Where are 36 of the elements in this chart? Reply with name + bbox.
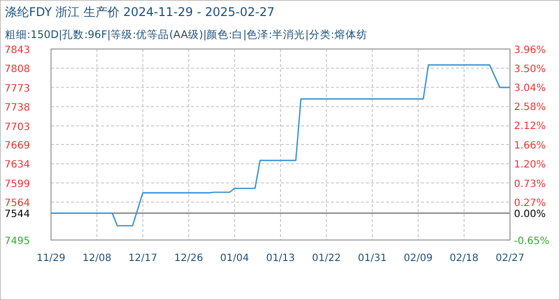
x-tick-label: 12/17	[128, 253, 158, 264]
y-tick-label: 7738	[4, 102, 30, 114]
y2-tick-label: 3.04%	[514, 83, 546, 94]
x-tick-label: 02/09	[404, 253, 433, 264]
y2-tick-label: 0.73%	[514, 178, 546, 190]
y-tick-label: 7773	[4, 83, 30, 94]
x-tick-label: 02/27	[496, 253, 524, 264]
y2-tick-label: 0.00%	[514, 209, 546, 220]
y-tick-label: 7564	[4, 198, 30, 210]
y2-tick-label: 3.96%	[514, 45, 546, 56]
x-tick-label: 01/31	[358, 253, 387, 264]
y2-tick-label: 0.27%	[514, 198, 546, 209]
y-tick-label: 7544	[4, 209, 30, 220]
y-tick-label: 7495	[4, 236, 30, 247]
y2-tick-label: 3.50%	[514, 64, 546, 76]
y2-tick-label: -0.65%	[514, 236, 550, 247]
y2-tick-label: 1.66%	[514, 140, 546, 152]
y-tick-label: 7703	[4, 122, 30, 133]
x-tick-label: 01/13	[266, 253, 295, 264]
y-tick-label: 7599	[4, 178, 30, 190]
chart-title: 涤纶FDY 浙江 生产价 2024-11-29 - 2025-02-27	[5, 5, 275, 19]
x-tick-label: 01/04	[220, 253, 250, 264]
y-tick-label: 7669	[4, 140, 30, 152]
y-tick-label: 7634	[4, 160, 30, 171]
y2-tick-label: 2.12%	[514, 121, 546, 132]
x-tick-label: 02/18	[450, 253, 479, 264]
x-tick-label: 11/29	[36, 253, 66, 264]
y-tick-label: 7843	[4, 45, 30, 56]
y2-tick-label: 2.58%	[514, 102, 546, 114]
x-tick-label: 01/22	[312, 253, 341, 264]
y-tick-label: 7808	[4, 64, 30, 76]
x-tick-label: 12/26	[174, 253, 204, 264]
y2-tick-label: 1.20%	[514, 159, 546, 170]
line-series	[50, 64, 511, 226]
x-tick-label: 12/08	[82, 253, 112, 264]
chart-subtitle: 粗细:150D|孔数:96F|等级:优等品(AA级)|颜色:白|色泽:半消光|分类:熔体纺	[5, 28, 368, 41]
